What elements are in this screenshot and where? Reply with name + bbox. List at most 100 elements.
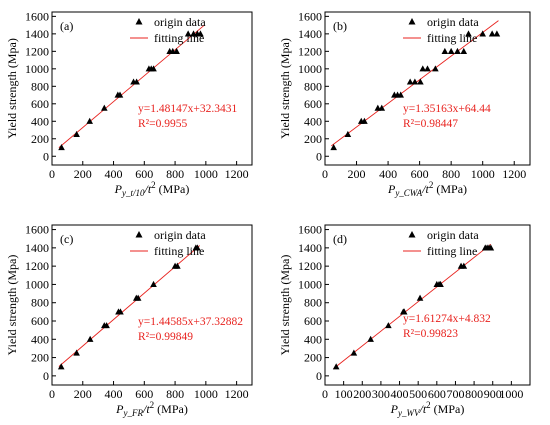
data-point bbox=[437, 280, 444, 288]
x-axis-label-sub: y_WV bbox=[397, 408, 421, 418]
fitting-line bbox=[333, 243, 492, 370]
y-tick-label: 800 bbox=[31, 296, 49, 310]
y-tick-label: 800 bbox=[304, 79, 322, 93]
x-axis-label-tail: /t bbox=[142, 402, 150, 416]
x-axis-label-sub: y_t/10 bbox=[121, 188, 145, 198]
legend-marker-triangle bbox=[408, 231, 416, 238]
x-tick-label: 1200 bbox=[502, 167, 526, 181]
plot-frame bbox=[324, 224, 531, 386]
panel-label: (d) bbox=[333, 232, 347, 246]
data-point bbox=[417, 78, 424, 85]
y-tick-label: 400 bbox=[31, 332, 49, 346]
data-point bbox=[432, 65, 439, 72]
data-point bbox=[150, 65, 157, 72]
y-tick-label: 1200 bbox=[25, 44, 49, 58]
data-point bbox=[103, 322, 110, 329]
x-tick-label: 300 bbox=[372, 387, 390, 401]
data-point bbox=[411, 78, 419, 85]
panel-label: (a) bbox=[60, 19, 73, 33]
data-point bbox=[424, 65, 431, 72]
y-tick-label: 800 bbox=[31, 79, 49, 93]
y-axis-label: Yield strength (Mpa) bbox=[278, 38, 292, 139]
x-axis-label-tail: /t bbox=[419, 402, 427, 416]
data-point bbox=[479, 30, 486, 37]
data-point bbox=[367, 335, 374, 342]
y-tick-label: 1600 bbox=[298, 223, 322, 237]
x-tick-label: 800 bbox=[465, 387, 483, 401]
data-point bbox=[101, 104, 108, 111]
data-point bbox=[73, 349, 80, 356]
x-axis-label-base: P bbox=[390, 402, 399, 416]
y-tick-label: 200 bbox=[31, 351, 49, 365]
y-tick-label: 1400 bbox=[298, 241, 322, 255]
x-tick-label: 200 bbox=[353, 387, 371, 401]
x-axis-label: Py_t/10/t2 (MPa) bbox=[114, 180, 190, 198]
x-tick-label: 200 bbox=[74, 387, 92, 401]
x-axis-label-unit: (MPa) bbox=[154, 402, 188, 416]
y-axis-label: Yield strength (Mpa) bbox=[5, 255, 19, 356]
x-tick-label: 200 bbox=[348, 167, 366, 181]
x-axis-label-sub: y_CWA bbox=[394, 188, 422, 198]
x-tick-label: 600 bbox=[135, 387, 153, 401]
x-axis-label-sup: 2 bbox=[426, 400, 431, 410]
x-axis-label: Py_FR/t2 (MPa) bbox=[115, 400, 188, 418]
plot-frame bbox=[324, 11, 531, 166]
data-point bbox=[73, 130, 80, 137]
data-point bbox=[116, 91, 124, 98]
data-point bbox=[194, 244, 201, 251]
data-point bbox=[174, 262, 181, 269]
x-tick-label: 800 bbox=[442, 167, 460, 181]
legend-label-fit: fitting line bbox=[154, 31, 204, 45]
data-point bbox=[385, 322, 392, 329]
data-point bbox=[173, 47, 180, 54]
fit-r-squared: R²=0.98447 bbox=[403, 118, 458, 130]
y-tick-label: 400 bbox=[304, 114, 322, 128]
y-tick-label: 800 bbox=[304, 296, 322, 310]
x-tick-label: 900 bbox=[484, 387, 502, 401]
legend-label-fit: fitting line bbox=[427, 244, 477, 258]
data-point bbox=[86, 117, 93, 124]
data-point bbox=[400, 308, 408, 315]
x-tick-label: 700 bbox=[446, 387, 464, 401]
y-tick-label: 1600 bbox=[298, 9, 322, 23]
data-point bbox=[397, 91, 404, 98]
data-point bbox=[350, 349, 358, 356]
panel-label: (b) bbox=[333, 19, 347, 33]
y-tick-label: 600 bbox=[31, 97, 49, 111]
y-axis-label: Yield strength (Mpa) bbox=[278, 255, 292, 356]
fit-r-squared: R²=0.99849 bbox=[138, 331, 193, 343]
data-point bbox=[117, 308, 124, 315]
panel-label: (c) bbox=[60, 232, 73, 246]
y-tick-label: 1000 bbox=[25, 277, 49, 291]
data-point bbox=[465, 30, 472, 37]
data-point bbox=[487, 244, 495, 251]
y-tick-label: 0 bbox=[43, 149, 49, 163]
x-tick-label: 400 bbox=[379, 167, 397, 181]
x-tick-label: 1000 bbox=[194, 167, 218, 181]
data-point bbox=[134, 294, 142, 301]
legend-label-origin: origin data bbox=[154, 228, 206, 242]
fitting-line bbox=[58, 24, 205, 148]
x-tick-label: 0 bbox=[49, 167, 55, 181]
x-tick-label: 1000 bbox=[194, 387, 218, 401]
x-tick-label: 0 bbox=[322, 387, 328, 401]
y-tick-label: 1600 bbox=[25, 223, 49, 237]
y-tick-label: 200 bbox=[304, 351, 322, 365]
fit-equation: y=1.35163x+64.44 bbox=[403, 103, 491, 115]
y-tick-label: 400 bbox=[304, 332, 322, 346]
legend-label-origin: origin data bbox=[427, 228, 479, 242]
x-axis-label-sup: 2 bbox=[150, 400, 155, 410]
x-tick-label: 1200 bbox=[225, 387, 249, 401]
x-axis-label-sub: y_FR bbox=[123, 408, 144, 418]
y-tick-label: 0 bbox=[43, 369, 49, 383]
y-tick-label: 1000 bbox=[298, 62, 322, 76]
x-axis-label-base: P bbox=[114, 182, 123, 196]
data-point bbox=[460, 47, 468, 54]
x-tick-label: 400 bbox=[391, 387, 409, 401]
y-tick-label: 1200 bbox=[298, 44, 322, 58]
y-tick-label: 0 bbox=[316, 149, 322, 163]
x-axis-label-unit: (MPa) bbox=[156, 182, 190, 196]
data-point bbox=[447, 47, 455, 54]
data-point bbox=[488, 30, 496, 37]
x-tick-label: 400 bbox=[105, 167, 123, 181]
